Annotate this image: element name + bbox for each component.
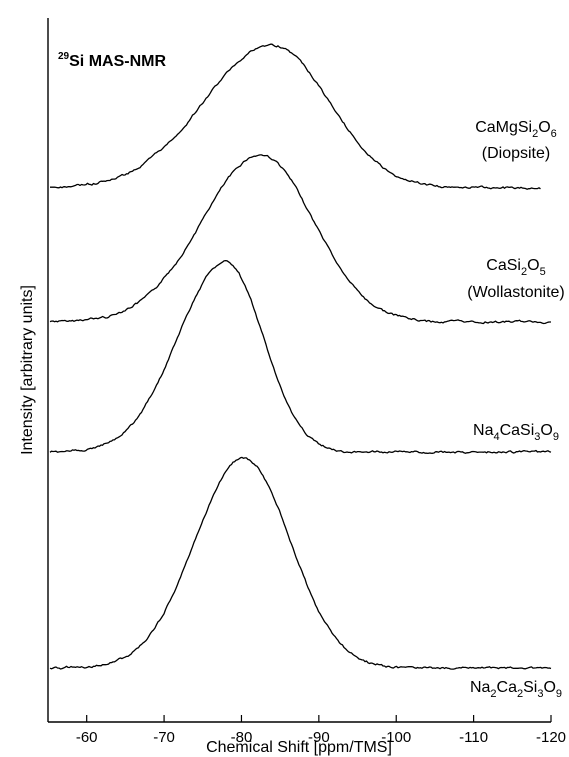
- chart-title: 29Si MAS-NMR: [58, 51, 166, 70]
- spectrum-label: Na4CaSi3O9: [473, 422, 559, 443]
- spectrum-line: [50, 43, 541, 190]
- spectrum-label: CaMgSi2O6: [475, 119, 557, 140]
- spectrum-line: [49, 259, 552, 455]
- x-tick-label: -90: [308, 729, 330, 746]
- spectrum-label: (Diopsite): [482, 145, 550, 162]
- spectrum-line: [49, 456, 552, 670]
- x-tick-label: -120: [536, 729, 566, 746]
- x-tick-label: -60: [76, 729, 98, 746]
- y-axis-label: Intensity [arbitrary units]: [19, 285, 36, 455]
- x-tick-label: -70: [153, 729, 175, 746]
- x-tick-label: -110: [459, 729, 488, 746]
- spectrum-labels: CaMgSi2O6 (Diopsite) CaSi2O5 (Wollastonite)…: [467, 119, 565, 700]
- x-tick-label: -80: [231, 729, 253, 746]
- spectrum-label: CaSi2O5: [486, 257, 545, 278]
- spectrum-label: (Wollastonite): [467, 284, 565, 301]
- spectra: [49, 43, 552, 670]
- x-tick-label: -100: [381, 729, 411, 746]
- x-axis-label: Chemical Shift [ppm/TMS]: [206, 739, 392, 756]
- spectrum-line: [49, 154, 551, 325]
- x-ticks: -60 -70 -80 -90 -100 -110 -120: [76, 715, 566, 746]
- axes: [47, 18, 551, 723]
- spectrum-label: Na2Ca2Si3O9: [470, 679, 562, 700]
